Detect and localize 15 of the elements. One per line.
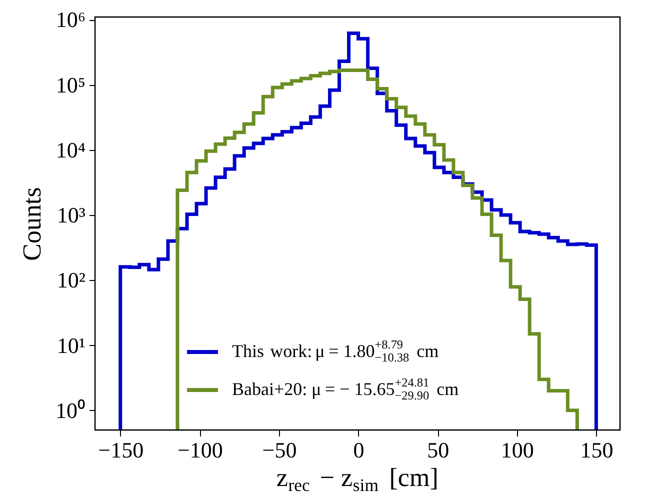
x-tick-label: 50 xyxy=(427,438,450,462)
y-tick-label: 10² xyxy=(56,268,86,293)
y-tick-label: 10⁵ xyxy=(56,72,86,98)
x-tick-label: 150 xyxy=(580,438,614,462)
y-tick-label: 10¹ xyxy=(56,332,86,358)
x-tick-label: −50 xyxy=(262,438,297,462)
x-tick-label: 0 xyxy=(353,438,364,462)
x-tick-label: 100 xyxy=(500,438,534,462)
y-tick-label: 10⁴ xyxy=(56,137,86,162)
x-tick-label: −100 xyxy=(177,438,223,462)
x-tick-label: −150 xyxy=(98,438,144,462)
y-axis-title: Counts xyxy=(18,187,46,261)
y-tick-label: 10⁶ xyxy=(56,7,86,32)
y-tick-label: 10³ xyxy=(56,202,86,228)
y-tick-label: 10⁰ xyxy=(56,398,86,423)
